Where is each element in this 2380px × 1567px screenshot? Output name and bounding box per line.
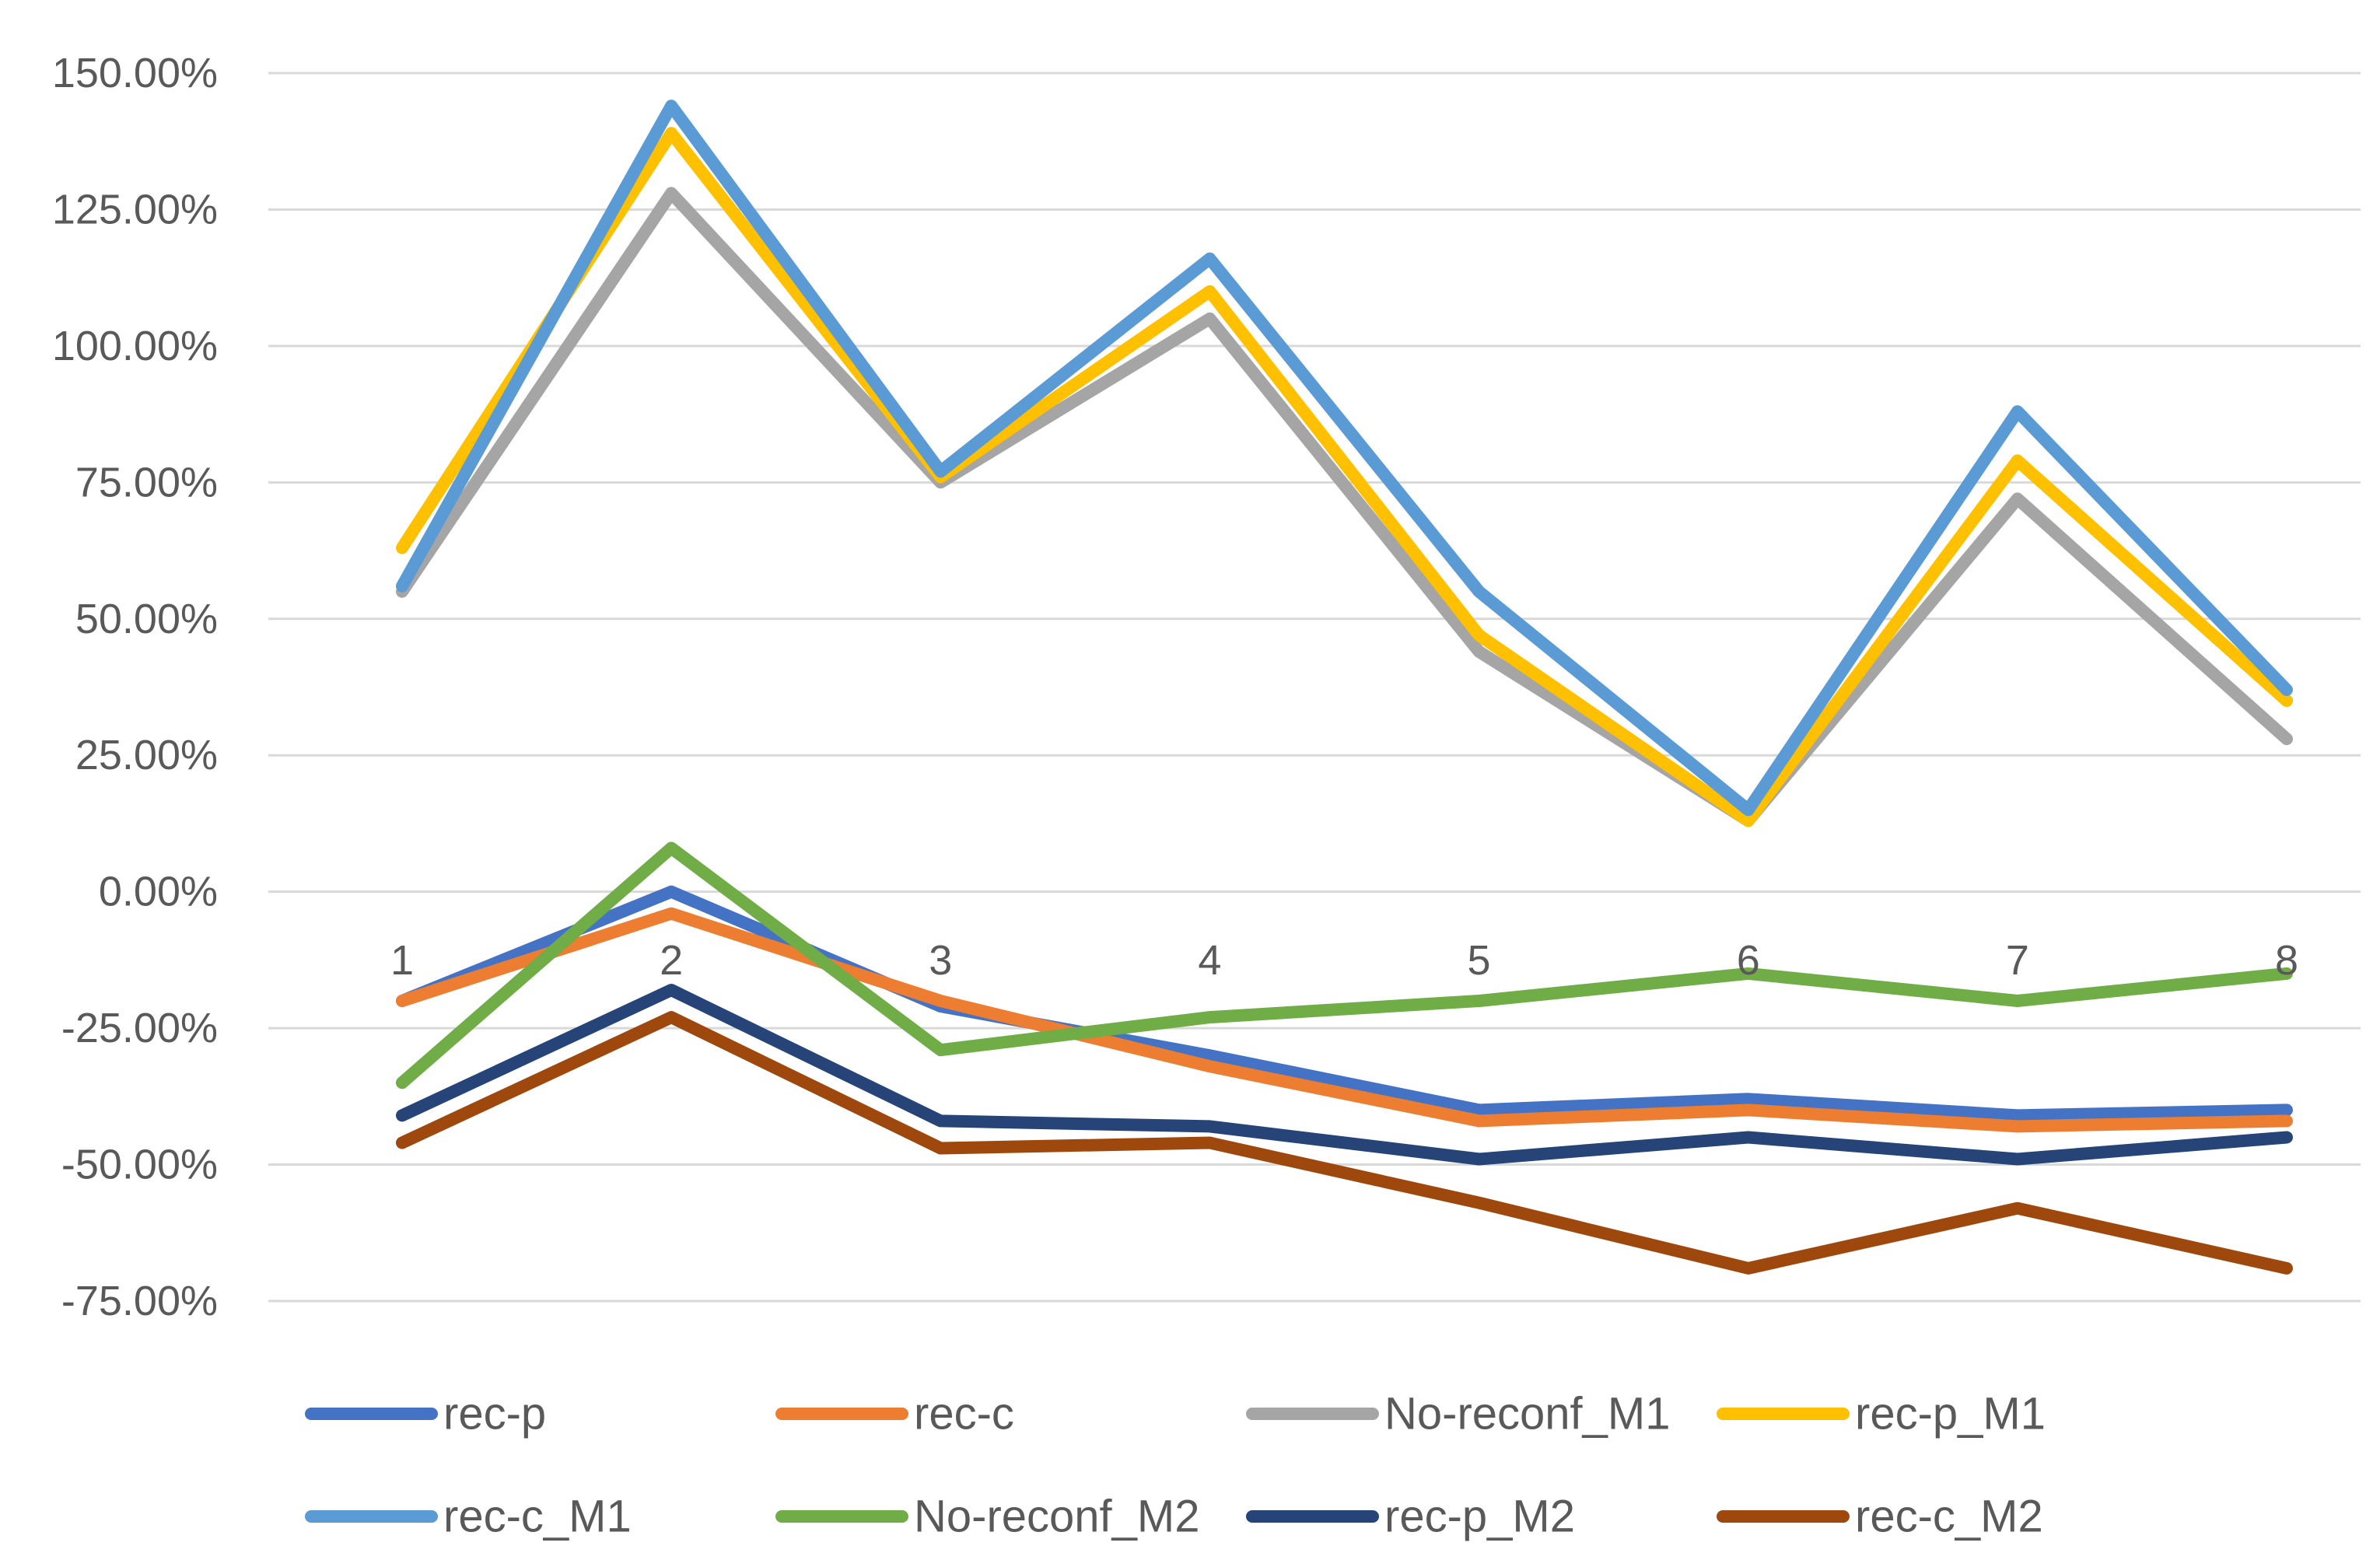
x-tick-label: 5 bbox=[1468, 937, 1491, 984]
x-tick-label: 3 bbox=[929, 937, 952, 984]
legend-item: rec-p bbox=[305, 1389, 546, 1439]
legend-item: rec-c_M1 bbox=[305, 1492, 632, 1542]
y-tick-label: -75.00% bbox=[61, 1278, 218, 1324]
legend-label: No-reconf_M2 bbox=[914, 1492, 1199, 1542]
x-tick-label: 2 bbox=[660, 937, 683, 984]
y-tick-label: 50.00% bbox=[75, 596, 218, 642]
x-tick-label: 1 bbox=[390, 937, 414, 984]
legend-label: rec-p bbox=[443, 1389, 546, 1439]
y-tick-label: 75.00% bbox=[75, 459, 218, 505]
legend-item: No-reconf_M1 bbox=[1246, 1389, 1670, 1439]
x-tick-label: 8 bbox=[2275, 937, 2298, 984]
series-line-no-reconf-m2 bbox=[396, 841, 2293, 1090]
legend-item: rec-c_M2 bbox=[1717, 1492, 2043, 1542]
x-tick-label: 4 bbox=[1198, 937, 1221, 984]
legend-label: rec-p_M2 bbox=[1384, 1492, 1575, 1542]
y-tick-label: -50.00% bbox=[61, 1142, 218, 1188]
y-tick-label: 100.00% bbox=[52, 323, 218, 369]
data-series bbox=[396, 100, 2293, 1275]
legend-item: No-reconf_M2 bbox=[775, 1492, 1199, 1542]
x-tick-label: 6 bbox=[1737, 937, 1760, 984]
y-tick-label: 25.00% bbox=[75, 732, 218, 778]
legend: rec-p rec-c No-reconf_M1 rec-p_M1 rec-c_M1 No… bbox=[305, 1389, 2046, 1542]
legend-item: rec-p_M1 bbox=[1717, 1389, 2046, 1439]
x-axis-tick-labels: 1 2 3 4 5 6 7 8 bbox=[390, 937, 2298, 984]
series-line-rec-c-m1 bbox=[396, 100, 2293, 817]
legend-item: rec-p_M2 bbox=[1246, 1492, 1575, 1542]
x-tick-label: 7 bbox=[2006, 937, 2029, 984]
series-line-rec-p-m1 bbox=[396, 127, 2293, 827]
series-line-rec-c-m2 bbox=[396, 1011, 2293, 1275]
legend-label: No-reconf_M1 bbox=[1384, 1389, 1670, 1439]
legend-label: rec-c_M2 bbox=[1855, 1492, 2043, 1542]
legend-label: rec-c bbox=[914, 1389, 1014, 1439]
series-line-rec-p-m2 bbox=[396, 984, 2293, 1166]
y-tick-label: 125.00% bbox=[52, 186, 218, 233]
y-tick-label: -25.00% bbox=[61, 1005, 218, 1051]
legend-item: rec-c bbox=[775, 1389, 1014, 1439]
series-line-no-reconf-m1 bbox=[396, 187, 2293, 827]
legend-label: rec-c_M1 bbox=[443, 1492, 632, 1542]
series-line-rec-p bbox=[396, 885, 2293, 1122]
series-line-rec-c bbox=[396, 907, 2293, 1133]
y-tick-label: 150.00% bbox=[52, 50, 218, 96]
y-axis-tick-labels: 150.00% 125.00% 100.00% 75.00% 50.00% 25.00% 0… bbox=[52, 50, 218, 1324]
legend-label: rec-p_M1 bbox=[1855, 1389, 2046, 1439]
y-tick-label: 0.00% bbox=[99, 869, 218, 915]
